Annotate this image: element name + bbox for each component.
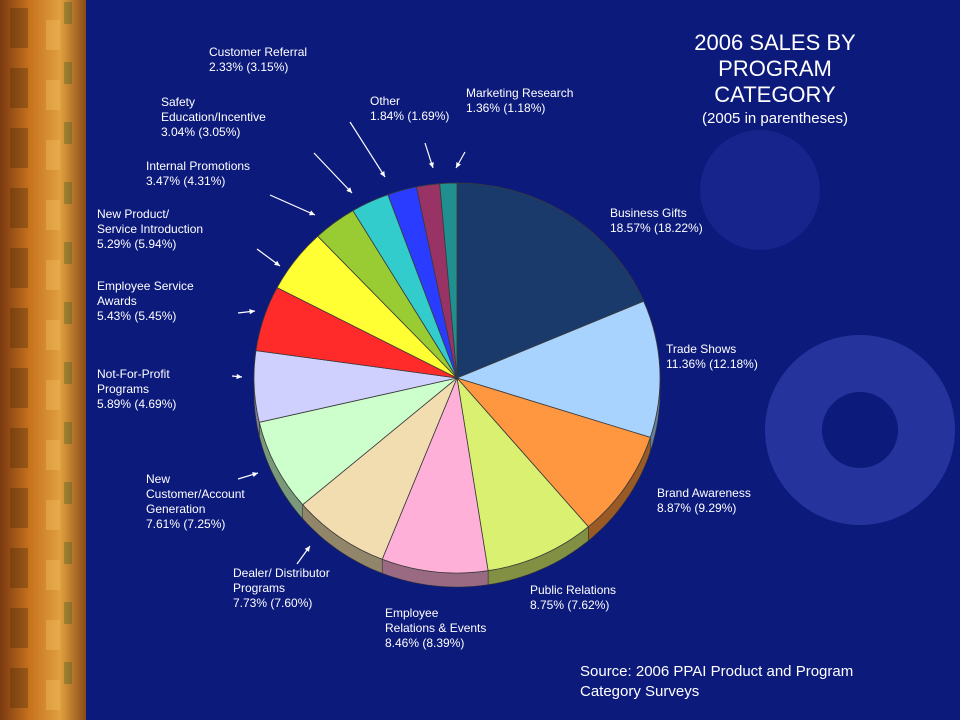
pointer-arrowhead	[252, 472, 258, 478]
pointer-arrowhead	[428, 162, 434, 168]
pointer-line	[349, 121, 386, 178]
slice-label: Employee Service Awards 5.43% (5.45%)	[97, 279, 194, 323]
slice-label: Public Relations 8.75% (7.62%)	[530, 583, 617, 612]
pointer-arrowhead	[236, 373, 242, 380]
pie-slice	[456, 182, 645, 379]
decorative-side-strip	[0, 0, 86, 720]
pie-slice	[439, 182, 458, 379]
pie-slice	[381, 376, 489, 574]
slice-label: Safety Education/Incentive 3.04% (3.05%)	[161, 95, 266, 139]
pointer-arrowhead	[456, 162, 461, 168]
slice-label: Marketing Research 1.36% (1.18%)	[466, 86, 574, 115]
slice-label: Business Gifts 18.57% (18.22%)	[610, 206, 703, 235]
chart-title-block: 2006 SALES BY PROGRAM CATEGORY (2005 in …	[660, 30, 890, 128]
chart-subtitle: (2005 in parentheses)	[702, 110, 848, 127]
slice-label: Brand Awareness 8.87% (9.29%)	[657, 486, 751, 515]
slice-label: Internal Promotions 3.47% (4.31%)	[146, 159, 251, 188]
pie-slice	[456, 376, 589, 572]
source-note: Source: 2006 PPAI Product and Program Ca…	[580, 663, 854, 700]
pie-slice	[455, 377, 651, 528]
pie-slice	[302, 377, 458, 560]
gear-decoration-icon	[765, 335, 955, 525]
slice-label: Other 1.84% (1.69%)	[370, 94, 450, 123]
pointer-arrowhead	[274, 260, 280, 266]
pointer-line	[313, 152, 353, 194]
chart-title: 2006 SALES BY PROGRAM CATEGORY	[694, 30, 856, 107]
pointer-line	[269, 194, 316, 216]
slice-label: Customer Referral 2.33% (3.15%)	[209, 45, 308, 74]
slice-label: Employee Relations & Events 8.46% (8.39%…	[385, 606, 487, 650]
slice-label: Dealer/ Distributor Programs 7.73% (7.60…	[233, 566, 330, 610]
pie-slice	[258, 377, 458, 506]
pointer-arrowhead	[304, 546, 310, 552]
pointer-arrowhead	[249, 309, 255, 315]
slice-label: New Product/ Service Introduction 5.29% …	[97, 207, 204, 251]
gear-decoration-small-icon	[700, 130, 820, 250]
slice-label: New Customer/Account Generation 7.61% (7…	[146, 472, 245, 531]
slice-label: Not-For-Profit Programs 5.89% (4.69%)	[97, 367, 177, 411]
pie-slice	[455, 300, 661, 438]
pointer-arrowhead	[346, 187, 352, 193]
slice-label: Trade Shows 11.36% (12.18%)	[666, 342, 758, 371]
pointer-arrowhead	[309, 210, 315, 216]
pointer-arrowhead	[379, 171, 385, 177]
